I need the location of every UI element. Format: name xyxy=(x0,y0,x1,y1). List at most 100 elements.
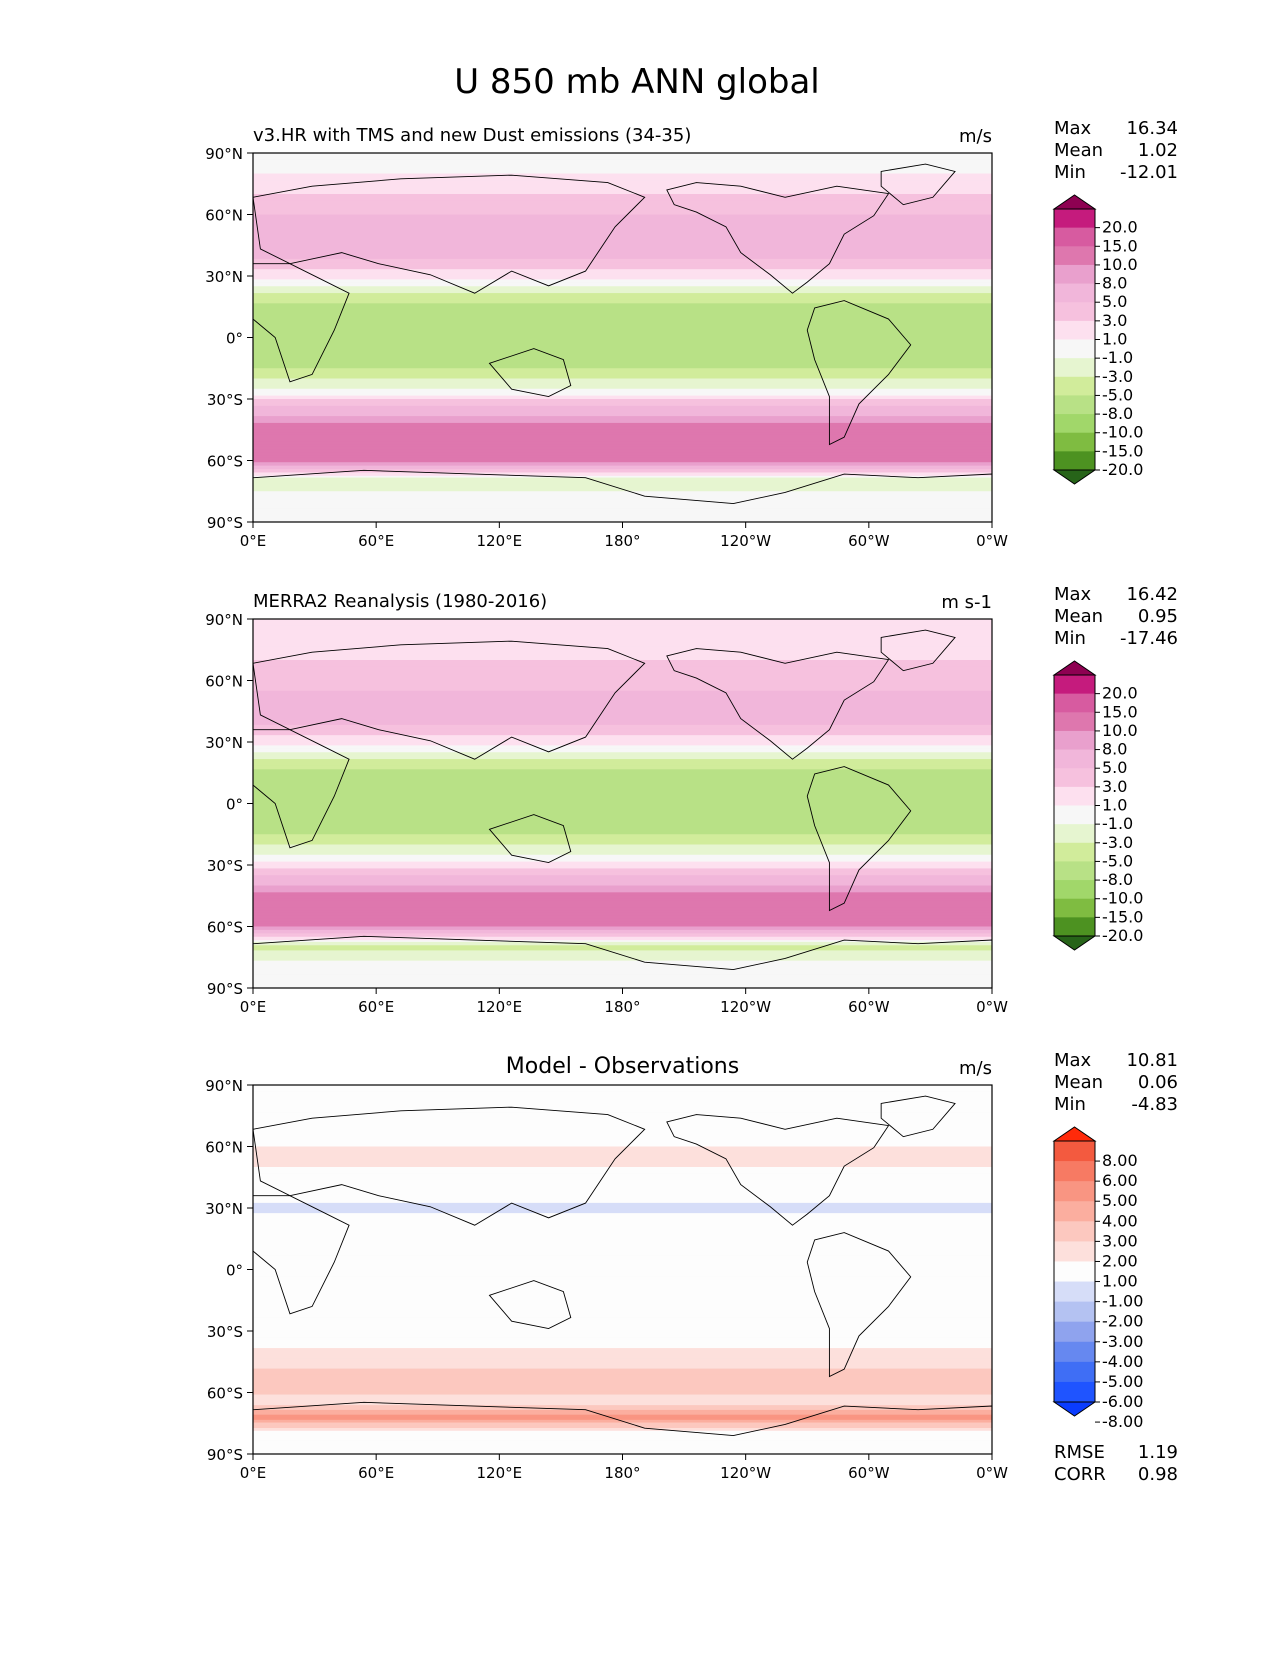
colorbar-extend-min xyxy=(1052,469,1097,485)
colorbar-segment xyxy=(1054,320,1095,340)
stat-label: Min xyxy=(1054,628,1086,649)
colorbar-segment xyxy=(1054,302,1095,322)
contour-band xyxy=(253,789,992,794)
contour-band xyxy=(253,211,992,216)
coastline xyxy=(667,1115,889,1226)
contour-band xyxy=(253,229,992,236)
contour-band xyxy=(253,783,992,788)
colorbar-segment xyxy=(1054,786,1095,806)
contour-band xyxy=(253,477,992,480)
contour-band xyxy=(253,1242,992,1247)
contour-band xyxy=(253,190,992,195)
colorbar-label: 1.0 xyxy=(1102,796,1127,815)
coastlines-obs xyxy=(253,630,992,988)
contour-band xyxy=(253,1305,992,1312)
contour-band xyxy=(253,1409,992,1413)
contour-band xyxy=(253,375,992,380)
colorbar-label: 8.0 xyxy=(1102,274,1127,293)
colorbar-segment xyxy=(1054,861,1095,881)
colorbar-label: 3.0 xyxy=(1102,777,1127,796)
contour-band xyxy=(253,1433,992,1438)
contour-band xyxy=(253,429,992,433)
contour-band xyxy=(253,432,992,436)
contour-band xyxy=(253,929,992,933)
contour-band xyxy=(253,625,992,630)
contour-band xyxy=(253,1088,992,1093)
contour-band xyxy=(253,945,992,948)
colorbar-label: 5.0 xyxy=(1102,292,1127,311)
contour-band xyxy=(253,337,992,342)
colorbar-segment xyxy=(1054,1321,1095,1343)
contour-band xyxy=(253,752,992,757)
stat-value: -4.83 xyxy=(1131,1094,1178,1115)
contour-band xyxy=(253,695,992,702)
contour-band xyxy=(253,663,992,668)
contour-band xyxy=(253,200,992,205)
coastline xyxy=(253,1107,645,1225)
colorbar-segment xyxy=(1054,339,1095,359)
coastline xyxy=(253,730,349,848)
contour-band xyxy=(253,793,992,798)
contour-band xyxy=(253,467,992,470)
contour-band xyxy=(253,895,992,899)
colorbar-segment xyxy=(1054,1221,1095,1242)
contour-band xyxy=(253,721,992,726)
colorbar-label: 10.0 xyxy=(1102,721,1138,740)
stat-label: Min xyxy=(1054,1094,1086,1115)
colorbar-segment xyxy=(1054,730,1095,751)
contour-band xyxy=(253,666,992,671)
colorbar-model: 20.015.010.08.05.03.01.0-1.0-3.0-5.0-8.0… xyxy=(1052,194,1143,485)
map-panel-obs: MERRA2 Reanalysis (1980-2016) m s-1 90°N 60… xyxy=(205,584,1178,1016)
coastline xyxy=(489,815,570,863)
contour-band xyxy=(253,269,992,274)
y-tick-label: 90°S xyxy=(207,1446,243,1464)
contour-fill-obs xyxy=(253,619,992,989)
panel-units: m/s xyxy=(959,1058,992,1079)
contour-band xyxy=(253,858,992,863)
contour-band xyxy=(253,1381,992,1385)
contour-band xyxy=(253,1213,992,1219)
contour-band xyxy=(253,340,992,345)
colorbar-label: -8.0 xyxy=(1102,870,1133,889)
colorbar-segment xyxy=(1054,880,1095,900)
contour-band xyxy=(253,306,992,311)
contour-band xyxy=(253,769,992,774)
colorbar-label: 5.00 xyxy=(1102,1191,1138,1210)
y-tick-label: 90°N xyxy=(205,1077,243,1095)
contour-band xyxy=(253,970,992,975)
colorbar-segment xyxy=(1054,1301,1095,1323)
contour-band xyxy=(253,1358,992,1363)
panel-title: MERRA2 Reanalysis (1980-2016) xyxy=(253,591,547,612)
contour-band xyxy=(253,1341,992,1346)
contour-band xyxy=(253,481,992,486)
colorbar-segment xyxy=(1054,227,1095,247)
contour-band xyxy=(253,656,992,661)
contour-band xyxy=(253,1266,992,1271)
contour-band xyxy=(253,170,992,175)
contour-band xyxy=(253,724,992,729)
contour-band xyxy=(253,1192,992,1199)
contour-band xyxy=(253,470,992,474)
contour-band xyxy=(253,1354,992,1359)
contour-band xyxy=(253,1376,992,1380)
contour-band xyxy=(253,1430,992,1435)
coastline xyxy=(881,630,955,671)
colorbar-segment xyxy=(1054,712,1095,732)
colorbar-label: 3.00 xyxy=(1102,1231,1138,1250)
contour-band xyxy=(253,1313,992,1318)
contour-band xyxy=(253,1202,992,1209)
x-tick-label: 120°W xyxy=(720,532,771,550)
contour-band xyxy=(253,351,992,356)
colorbar-label: 3.0 xyxy=(1102,311,1127,330)
coastline xyxy=(807,767,910,911)
contour-band xyxy=(253,446,992,451)
x-tick-label: 0°E xyxy=(240,532,267,550)
extra-stat-label: CORR xyxy=(1054,1464,1106,1485)
contour-band xyxy=(253,953,992,958)
contour-band xyxy=(253,947,992,952)
contour-band xyxy=(253,1334,992,1339)
colorbar-label: -6.00 xyxy=(1102,1392,1143,1411)
contour-band xyxy=(253,347,992,352)
contour-band xyxy=(253,187,992,192)
contour-band xyxy=(253,279,992,284)
